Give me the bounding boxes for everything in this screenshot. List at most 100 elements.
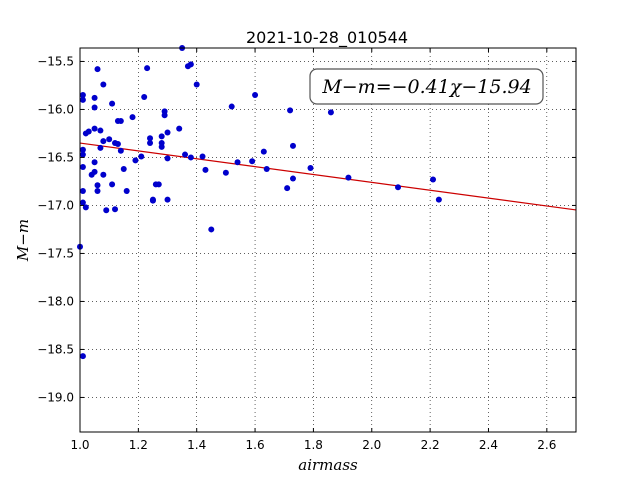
equation-box (309, 68, 544, 105)
data-point (91, 94, 98, 101)
data-point (249, 158, 256, 165)
data-point (114, 141, 121, 147)
data-point (117, 117, 124, 124)
y-tick-label: −19.0 (37, 390, 74, 404)
y-tick-label: −17.5 (37, 246, 74, 260)
x-tick-label: 1.4 (187, 438, 206, 452)
data-point (289, 175, 296, 182)
chart-title: 2021-10-28_010544 (246, 28, 408, 48)
data-point (103, 207, 110, 214)
y-axis-label: M−m (14, 219, 32, 262)
data-point (187, 154, 194, 161)
data-point (94, 66, 101, 73)
data-point (327, 109, 334, 116)
data-point (94, 188, 101, 195)
data-point (144, 65, 151, 72)
data-point (120, 165, 127, 172)
data-point (79, 353, 86, 360)
data-point (287, 107, 294, 114)
data-point (79, 188, 86, 195)
data-point (123, 188, 130, 195)
y-tick-label: −16.5 (37, 150, 74, 164)
data-point (199, 153, 206, 160)
x-tick-label: 1.6 (246, 438, 265, 452)
y-tick-label: −16.0 (37, 102, 74, 116)
data-point (284, 185, 291, 192)
axis-ticks (79, 48, 576, 432)
data-point (307, 165, 314, 171)
equation-legend: M−m=−0.41χ−15.94 (309, 68, 544, 105)
grid (79, 48, 576, 432)
data-point (79, 164, 86, 171)
data-point (430, 176, 437, 183)
x-tick-label: 2.0 (362, 438, 381, 452)
data-point (109, 100, 116, 107)
data-point (79, 146, 86, 153)
data-point (263, 165, 270, 172)
data-point (97, 127, 104, 134)
data-point (147, 140, 154, 147)
data-point (164, 155, 171, 162)
data-point (94, 182, 101, 189)
data-point (79, 92, 86, 99)
data-point (202, 166, 209, 173)
data-point (147, 135, 154, 142)
data-point (100, 171, 107, 178)
data-point (176, 125, 183, 132)
data-point (158, 140, 165, 147)
data-point (228, 103, 235, 110)
data-point (149, 196, 156, 203)
data-point (182, 151, 189, 158)
data-point (109, 181, 116, 188)
data-point (141, 93, 148, 100)
data-point (187, 61, 194, 68)
x-tick-label: 2.6 (537, 438, 556, 452)
y-tick-label: −15.5 (37, 54, 74, 68)
data-point (91, 104, 98, 111)
equation-text: M−m=−0.41χ−15.94 (321, 76, 531, 98)
data-point (164, 129, 171, 136)
x-tick-label: 2.4 (479, 438, 498, 452)
data-point (117, 147, 124, 154)
data-point (345, 174, 352, 181)
data-point (252, 92, 259, 99)
data-point (91, 168, 98, 175)
data-point (79, 151, 86, 158)
x-tick-labels: 1.0 1.2 1.4 1.6 1.8 2.0 2.2 2.4 2.6 (70, 438, 556, 452)
data-point (91, 159, 98, 166)
data-point (129, 114, 136, 121)
x-tick-label: 1.8 (304, 438, 323, 452)
data-point (79, 96, 86, 103)
data-point (97, 144, 104, 151)
data-point (208, 226, 215, 233)
data-point (164, 196, 171, 203)
data-point (106, 136, 113, 143)
data-point (79, 199, 86, 206)
data-point (100, 81, 107, 88)
data-point (158, 133, 165, 140)
data-point (138, 153, 145, 160)
data-point (112, 206, 119, 213)
x-tick-label: 1.0 (70, 438, 89, 452)
data-point (193, 81, 200, 88)
data-point (395, 184, 402, 191)
y-tick-labels: −15.5 −16.0 −16.5 −17.0 −17.5 −18.0 −18.5 −19.0 (37, 54, 74, 404)
y-tick-label: −18.5 (37, 342, 74, 356)
x-tick-label: 1.2 (129, 438, 148, 452)
data-point (155, 181, 162, 188)
data-points (77, 45, 442, 360)
y-tick-label: −17.0 (37, 198, 74, 212)
y-tick-label: −18.0 (37, 294, 74, 308)
data-point (132, 157, 139, 164)
data-point (435, 196, 442, 203)
fit-line-layer (79, 142, 577, 211)
data-point (234, 159, 241, 166)
x-tick-label: 2.2 (421, 438, 440, 452)
x-axis-label: airmass (298, 456, 358, 474)
data-point (91, 125, 98, 132)
data-point (85, 128, 92, 135)
data-point (82, 204, 89, 211)
data-point (289, 142, 296, 149)
data-point (100, 138, 107, 145)
